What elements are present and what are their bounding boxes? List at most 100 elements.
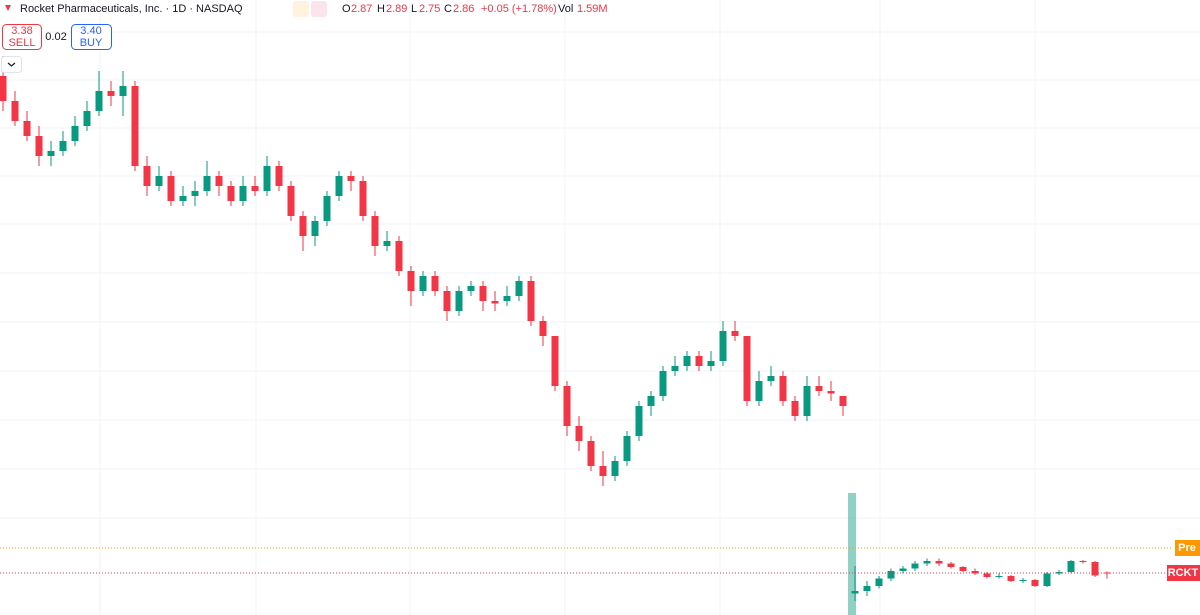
candle-body: [23, 121, 31, 136]
symbol-title: Rocket Pharmaceuticals, Inc. · 1D · NASD…: [20, 3, 243, 15]
candle-body: [155, 176, 163, 186]
candle-body: [443, 291, 451, 311]
candle-body: [263, 166, 271, 191]
candle-body: [671, 366, 679, 371]
candle-body: [227, 186, 235, 201]
candle-body: [863, 586, 871, 591]
candle-body: [767, 376, 775, 381]
ohlc-value: 2.87: [351, 3, 372, 15]
candle-body: [479, 286, 487, 301]
candle-body: [83, 111, 91, 126]
candle-body: [611, 461, 619, 476]
candle-body: [215, 176, 223, 186]
candle-body: [347, 176, 355, 181]
ohlc-label: C: [444, 3, 452, 15]
candle-body: [131, 86, 139, 166]
sell-label[interactable]: SELL: [9, 37, 36, 49]
candle-body: [11, 101, 19, 121]
candle-body: [635, 406, 643, 436]
candle-body: [35, 136, 43, 156]
candle-body: [455, 291, 463, 311]
candle-body: [59, 141, 67, 151]
candle-body: [599, 466, 607, 476]
candle-body: [467, 286, 475, 291]
candle-body: [359, 181, 367, 216]
candle-body: [275, 166, 283, 186]
candle-body: [515, 281, 523, 296]
candle-body: [887, 571, 895, 579]
candle-body: [1091, 562, 1099, 576]
sell-button[interactable]: [2, 24, 42, 50]
buy-label[interactable]: BUY: [80, 37, 103, 49]
candle-body: [1031, 580, 1039, 586]
candle-body: [755, 381, 763, 401]
buy-price[interactable]: 3.40: [80, 25, 101, 37]
buy-button[interactable]: [71, 24, 112, 50]
candle-body: [287, 186, 295, 216]
candle-body: [47, 151, 55, 156]
candle-body: [947, 563, 955, 567]
ohlc-label: L: [411, 3, 417, 15]
candle-body: [719, 331, 727, 361]
collapse-button[interactable]: [1, 56, 22, 73]
ohlc-value: 2.75: [419, 3, 440, 15]
candle-body: [119, 86, 127, 96]
candle-body: [95, 91, 103, 111]
logo: [5, 5, 11, 11]
candle-body: [731, 331, 739, 336]
volume-spike: [848, 493, 856, 615]
candle-body: [407, 271, 415, 291]
ohlc-label: O: [342, 3, 351, 15]
candle-body: [743, 336, 751, 401]
candle-body: [587, 441, 595, 466]
candle-body: [383, 241, 391, 246]
candle-body: [395, 241, 403, 271]
candle-body: [299, 216, 307, 236]
candle-body: [431, 276, 439, 291]
volume-label: Vol: [558, 3, 573, 15]
candle-body: [1007, 576, 1015, 581]
candle-body: [419, 276, 427, 291]
candle-body: [71, 126, 79, 141]
candle-body: [707, 361, 715, 366]
candle-body: [923, 561, 931, 564]
ohlc-value: 2.89: [386, 3, 407, 15]
sell-price[interactable]: 3.38: [11, 25, 32, 37]
candle-body: [0, 76, 7, 101]
candle-body: [695, 356, 703, 366]
change: +0.05 (+1.78%): [481, 3, 557, 15]
candle-body: [791, 401, 799, 416]
candle-body: [851, 591, 859, 594]
candle-body: [827, 391, 835, 394]
pre-label-box: [1175, 540, 1200, 556]
last-label: RCKT: [1168, 567, 1199, 579]
candle-body: [371, 216, 379, 246]
candle-body: [875, 578, 883, 586]
chevron[interactable]: [7, 62, 16, 67]
candle-body: [1079, 561, 1087, 562]
candle-body: [323, 196, 331, 221]
volume-value: 1.59M: [577, 3, 608, 15]
pre-label: Pre: [1178, 542, 1196, 554]
candle-body: [959, 567, 967, 571]
candle-body: [659, 371, 667, 396]
candle-body: [335, 176, 343, 196]
ohlc-label: H: [377, 3, 385, 15]
candle-body: [503, 296, 511, 301]
candle-body: [935, 561, 943, 564]
candle-body: [911, 563, 919, 569]
candle-body: [983, 573, 991, 577]
candle-body: [623, 436, 631, 461]
candle-body: [1019, 580, 1027, 581]
candle-body: [1043, 573, 1051, 586]
candle-body: [1067, 561, 1075, 572]
status-icon: [293, 1, 309, 17]
last-label-box: [1167, 565, 1200, 581]
candle-body: [311, 221, 319, 236]
spread: 0.02: [45, 31, 66, 43]
candle-body: [971, 571, 979, 574]
candles: [0, 56, 1111, 601]
